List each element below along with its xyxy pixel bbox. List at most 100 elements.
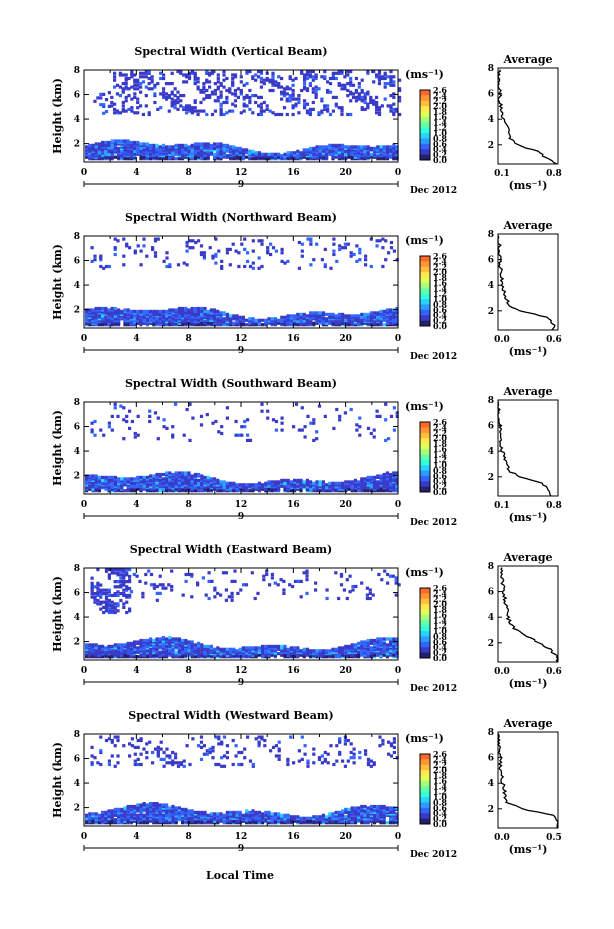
width-cell bbox=[193, 75, 197, 79]
width-cell bbox=[241, 148, 245, 152]
width-cell bbox=[113, 406, 117, 410]
width-cell bbox=[107, 590, 111, 594]
width-cell bbox=[193, 478, 197, 482]
width-cell bbox=[350, 155, 354, 159]
width-cell bbox=[158, 317, 162, 321]
width-cell bbox=[220, 431, 224, 436]
width-cell bbox=[208, 71, 212, 75]
width-cell bbox=[372, 102, 376, 106]
width-cell bbox=[121, 107, 125, 111]
width-cell bbox=[149, 317, 153, 321]
width-cell bbox=[228, 90, 232, 94]
width-cell bbox=[383, 97, 387, 101]
colorbar-swatch bbox=[420, 261, 430, 268]
width-cell bbox=[153, 94, 157, 98]
width-cell bbox=[124, 78, 128, 82]
width-cell bbox=[349, 90, 353, 94]
width-cell bbox=[300, 71, 304, 75]
width-cell bbox=[216, 76, 220, 81]
width-cell bbox=[193, 151, 197, 155]
width-cell bbox=[274, 80, 278, 84]
colorbar-tick-label: 2.0 bbox=[433, 599, 447, 609]
width-cell bbox=[171, 425, 175, 429]
width-cell bbox=[230, 579, 234, 583]
width-cell bbox=[341, 143, 345, 147]
width-cell bbox=[96, 583, 100, 587]
width-cell bbox=[159, 106, 163, 110]
x-tick-label: 0 bbox=[81, 500, 87, 510]
width-cell bbox=[185, 263, 189, 267]
width-cell bbox=[230, 591, 234, 595]
width-cell bbox=[104, 318, 108, 322]
width-cell bbox=[91, 311, 95, 315]
width-cell bbox=[219, 90, 223, 94]
width-cell bbox=[331, 73, 335, 77]
width-cell bbox=[257, 487, 261, 491]
width-cell bbox=[164, 92, 169, 96]
width-cell bbox=[328, 649, 332, 653]
width-cell bbox=[315, 437, 319, 441]
width-cell bbox=[91, 643, 95, 647]
width-cell bbox=[308, 83, 312, 87]
width-cell bbox=[110, 812, 114, 816]
width-cell bbox=[343, 246, 347, 250]
width-cell bbox=[133, 92, 137, 96]
width-cell bbox=[185, 80, 189, 84]
width-cell bbox=[251, 76, 255, 81]
width-cell bbox=[113, 610, 117, 615]
width-cell bbox=[354, 90, 358, 94]
width-cell bbox=[133, 314, 137, 318]
width-cell bbox=[251, 483, 255, 487]
width-cell bbox=[190, 109, 194, 113]
colorbar-tick-label: 0.6 bbox=[433, 139, 447, 149]
width-cell bbox=[320, 111, 324, 115]
width-cell bbox=[385, 647, 389, 651]
width-cell bbox=[308, 75, 312, 79]
y-tick-label: 6 bbox=[74, 423, 80, 433]
width-cell bbox=[392, 75, 396, 79]
width-cell bbox=[289, 151, 293, 155]
width-cell bbox=[303, 99, 307, 103]
y-tick-label: 6 bbox=[74, 91, 80, 101]
width-cell bbox=[200, 652, 204, 656]
width-cell bbox=[231, 73, 235, 77]
width-cell bbox=[206, 309, 210, 313]
width-cell bbox=[125, 568, 129, 572]
width-cell bbox=[165, 256, 169, 260]
colorbar-swatch bbox=[420, 90, 430, 96]
width-cell bbox=[128, 580, 132, 584]
width-cell bbox=[88, 812, 92, 816]
width-cell bbox=[286, 151, 290, 155]
width-cell bbox=[170, 100, 174, 105]
width-cell bbox=[96, 590, 100, 594]
width-cell bbox=[113, 571, 117, 575]
width-cell bbox=[364, 254, 368, 258]
width-cell bbox=[208, 95, 212, 99]
width-cell bbox=[254, 151, 258, 155]
width-cell bbox=[152, 638, 156, 643]
width-cell bbox=[225, 97, 229, 101]
width-cell bbox=[161, 472, 165, 477]
width-cell bbox=[273, 581, 277, 585]
width-cell bbox=[377, 82, 382, 86]
width-cell bbox=[170, 92, 174, 96]
width-cell bbox=[273, 647, 277, 651]
width-cell bbox=[325, 483, 329, 487]
width-cell bbox=[173, 102, 177, 106]
width-cell bbox=[110, 428, 114, 432]
width-cell bbox=[248, 100, 252, 105]
width-cell bbox=[334, 571, 338, 575]
width-cell bbox=[235, 317, 239, 321]
width-cell bbox=[369, 97, 373, 101]
width-cell bbox=[205, 112, 209, 117]
width-cell bbox=[191, 416, 195, 420]
width-cell bbox=[389, 94, 393, 98]
width-cell bbox=[148, 409, 152, 413]
width-cell bbox=[286, 647, 290, 651]
width-cell bbox=[193, 309, 197, 313]
width-cell bbox=[291, 94, 295, 98]
width-cell bbox=[366, 312, 370, 316]
width-cell bbox=[101, 810, 105, 814]
width-cell bbox=[357, 650, 361, 654]
